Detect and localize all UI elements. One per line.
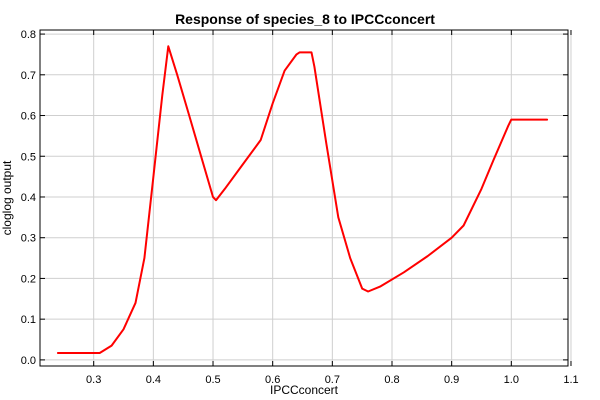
x-tick-label: 0.6 bbox=[265, 374, 280, 386]
tick-marks bbox=[40, 30, 572, 366]
plot-frame bbox=[39, 29, 569, 367]
chart-title: Response of species_8 to IPCCconcert bbox=[175, 11, 435, 27]
y-tick-label: 0.5 bbox=[21, 151, 36, 163]
y-tick-labels: 0.0 0.1 0.2 0.3 0.4 0.5 0.6 0.7 0.8 bbox=[21, 29, 36, 367]
y-tick-label: 0.3 bbox=[21, 233, 36, 245]
y-tick-label: 0.4 bbox=[21, 192, 36, 204]
y-axis-label: cloglog output bbox=[0, 160, 14, 235]
x-tick-label: 0.7 bbox=[325, 374, 340, 386]
x-tick-label: 0.5 bbox=[205, 374, 220, 386]
x-tick-label: 0.3 bbox=[86, 374, 101, 386]
series-layer bbox=[56, 45, 549, 354]
x-tick-label: 1.0 bbox=[504, 374, 519, 386]
x-tick-label: 0.8 bbox=[384, 374, 399, 386]
x-tick-labels: 0.3 0.4 0.5 0.6 0.7 0.8 0.9 1.0 1.1 bbox=[86, 374, 579, 386]
grid bbox=[40, 30, 572, 366]
y-tick-label: 0.2 bbox=[21, 273, 36, 285]
y-tick-label: 0.0 bbox=[21, 355, 36, 367]
y-tick-label: 0.8 bbox=[21, 29, 36, 41]
x-axis-label: IPCCconcert bbox=[270, 383, 339, 397]
y-tick-label: 0.1 bbox=[21, 314, 36, 326]
response-curve bbox=[56, 45, 549, 354]
x-tick-label: 0.9 bbox=[444, 374, 459, 386]
y-tick-label: 0.7 bbox=[21, 70, 36, 82]
x-tick-label: 0.4 bbox=[146, 374, 161, 386]
y-tick-label: 0.6 bbox=[21, 111, 36, 123]
x-tick-label: 1.1 bbox=[563, 374, 578, 386]
